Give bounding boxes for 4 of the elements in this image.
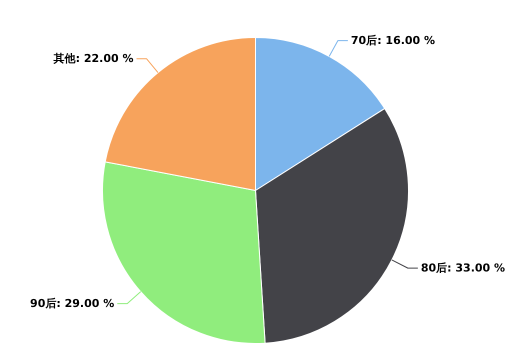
slice-label: 90后: 29.00 % xyxy=(30,297,114,310)
slice-label: 80后: 33.00 % xyxy=(420,262,506,275)
slice-label: 70后: 16.00 % xyxy=(350,34,436,48)
slice-label: 其他: 22.00 % xyxy=(52,52,134,66)
